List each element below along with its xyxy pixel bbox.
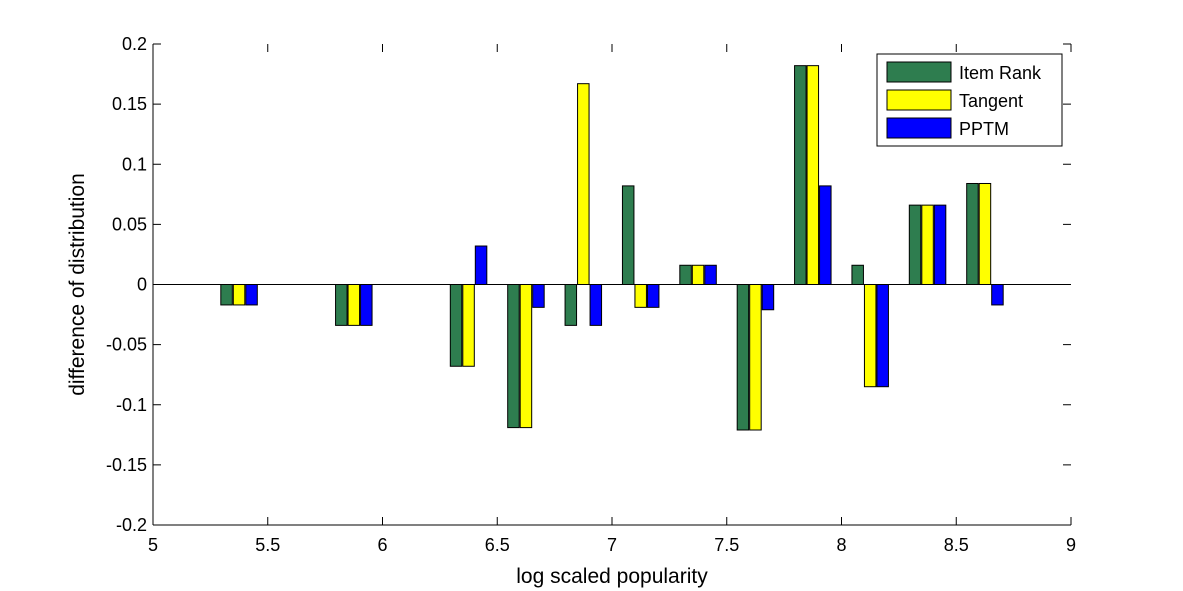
x-tick-label: 6.5: [485, 535, 510, 555]
legend-swatch-tangent: [886, 89, 952, 111]
bar-pptm-5: [646, 284, 660, 308]
bar-pptm-7: [761, 284, 775, 311]
bar-tangent-3: [519, 284, 533, 429]
legend-swatch-pptm: [886, 117, 952, 139]
y-tick-label: -0.05: [106, 335, 147, 355]
y-tick-label: -0.2: [116, 515, 147, 535]
bar-tangent-6: [691, 264, 705, 286]
x-tick-label: 9: [1066, 535, 1076, 555]
bar-tangent-11: [978, 182, 992, 286]
y-tick-label: 0.2: [122, 34, 147, 54]
bar-pptm-9: [876, 284, 889, 388]
y-axis-ticks: -0.2 -0.15 -0.1 -0.05 0 0.05 0.1 0.15 0.2: [106, 34, 1071, 535]
bar-pptm-4: [589, 284, 603, 326]
bar-tangent-5: [634, 284, 647, 308]
y-axis-label: difference of distribution: [66, 173, 89, 396]
bars: [220, 65, 1004, 431]
x-axis-label: log scaled popularity: [516, 565, 708, 588]
bar-item-rank-7: [736, 284, 750, 431]
bar-pptm-8: [819, 185, 832, 285]
bar-item-rank-4: [564, 284, 578, 326]
bar-item-rank-8: [794, 65, 807, 286]
bar-tangent-0: [232, 284, 246, 306]
y-tick-label: 0.15: [112, 94, 147, 114]
legend-label-pptm: PPTM: [959, 119, 1009, 139]
y-tick-label: 0.05: [112, 214, 147, 234]
bar-item-rank-10: [908, 204, 922, 286]
x-tick-label: 8.5: [944, 535, 969, 555]
bar-tangent-10: [921, 204, 934, 286]
bar-item-rank-11: [966, 182, 979, 286]
legend-label-tangent: Tangent: [959, 91, 1023, 111]
bar-item-rank-1: [335, 284, 348, 326]
bar-item-rank-5: [621, 185, 635, 285]
bar-tangent-7: [749, 284, 762, 431]
x-axis-ticks: 5 5.5 6 6.5 7 7.5 8 8.5 9: [148, 44, 1076, 555]
bar-tangent-4: [577, 83, 590, 286]
legend-swatch-item-rank: [886, 61, 952, 83]
bar-pptm-10: [933, 204, 947, 286]
y-tick-label: 0.1: [122, 154, 147, 174]
bar-tangent-8: [806, 65, 820, 286]
x-tick-label: 5.5: [255, 535, 280, 555]
y-tick-label: -0.1: [116, 395, 147, 415]
x-tick-label: 8: [836, 535, 846, 555]
x-tick-label: 6: [377, 535, 387, 555]
y-tick-label: 0: [137, 275, 147, 295]
y-tick-label: -0.15: [106, 455, 147, 475]
x-tick-label: 5: [148, 535, 158, 555]
bar-tangent-1: [347, 284, 361, 326]
bar-item-rank-2: [449, 284, 463, 367]
legend: Item Rank Tangent PPTM: [876, 53, 1063, 147]
bar-pptm-3: [532, 284, 545, 308]
bar-item-rank-0: [220, 284, 233, 306]
bar-pptm-11: [991, 284, 1004, 306]
bar-pptm-2: [474, 245, 488, 286]
x-tick-label: 7: [607, 535, 617, 555]
bar-pptm-0: [245, 284, 258, 306]
x-tick-label: 7.5: [714, 535, 739, 555]
bar-item-rank-6: [679, 264, 692, 286]
bar-pptm-1: [360, 284, 373, 326]
bar-pptm-6: [704, 264, 717, 286]
bar-item-rank-3: [507, 284, 520, 429]
bar-tangent-9: [863, 284, 877, 388]
bar-item-rank-9: [851, 264, 864, 286]
bar-tangent-2: [462, 284, 475, 367]
legend-label-item-rank: Item Rank: [959, 63, 1042, 83]
